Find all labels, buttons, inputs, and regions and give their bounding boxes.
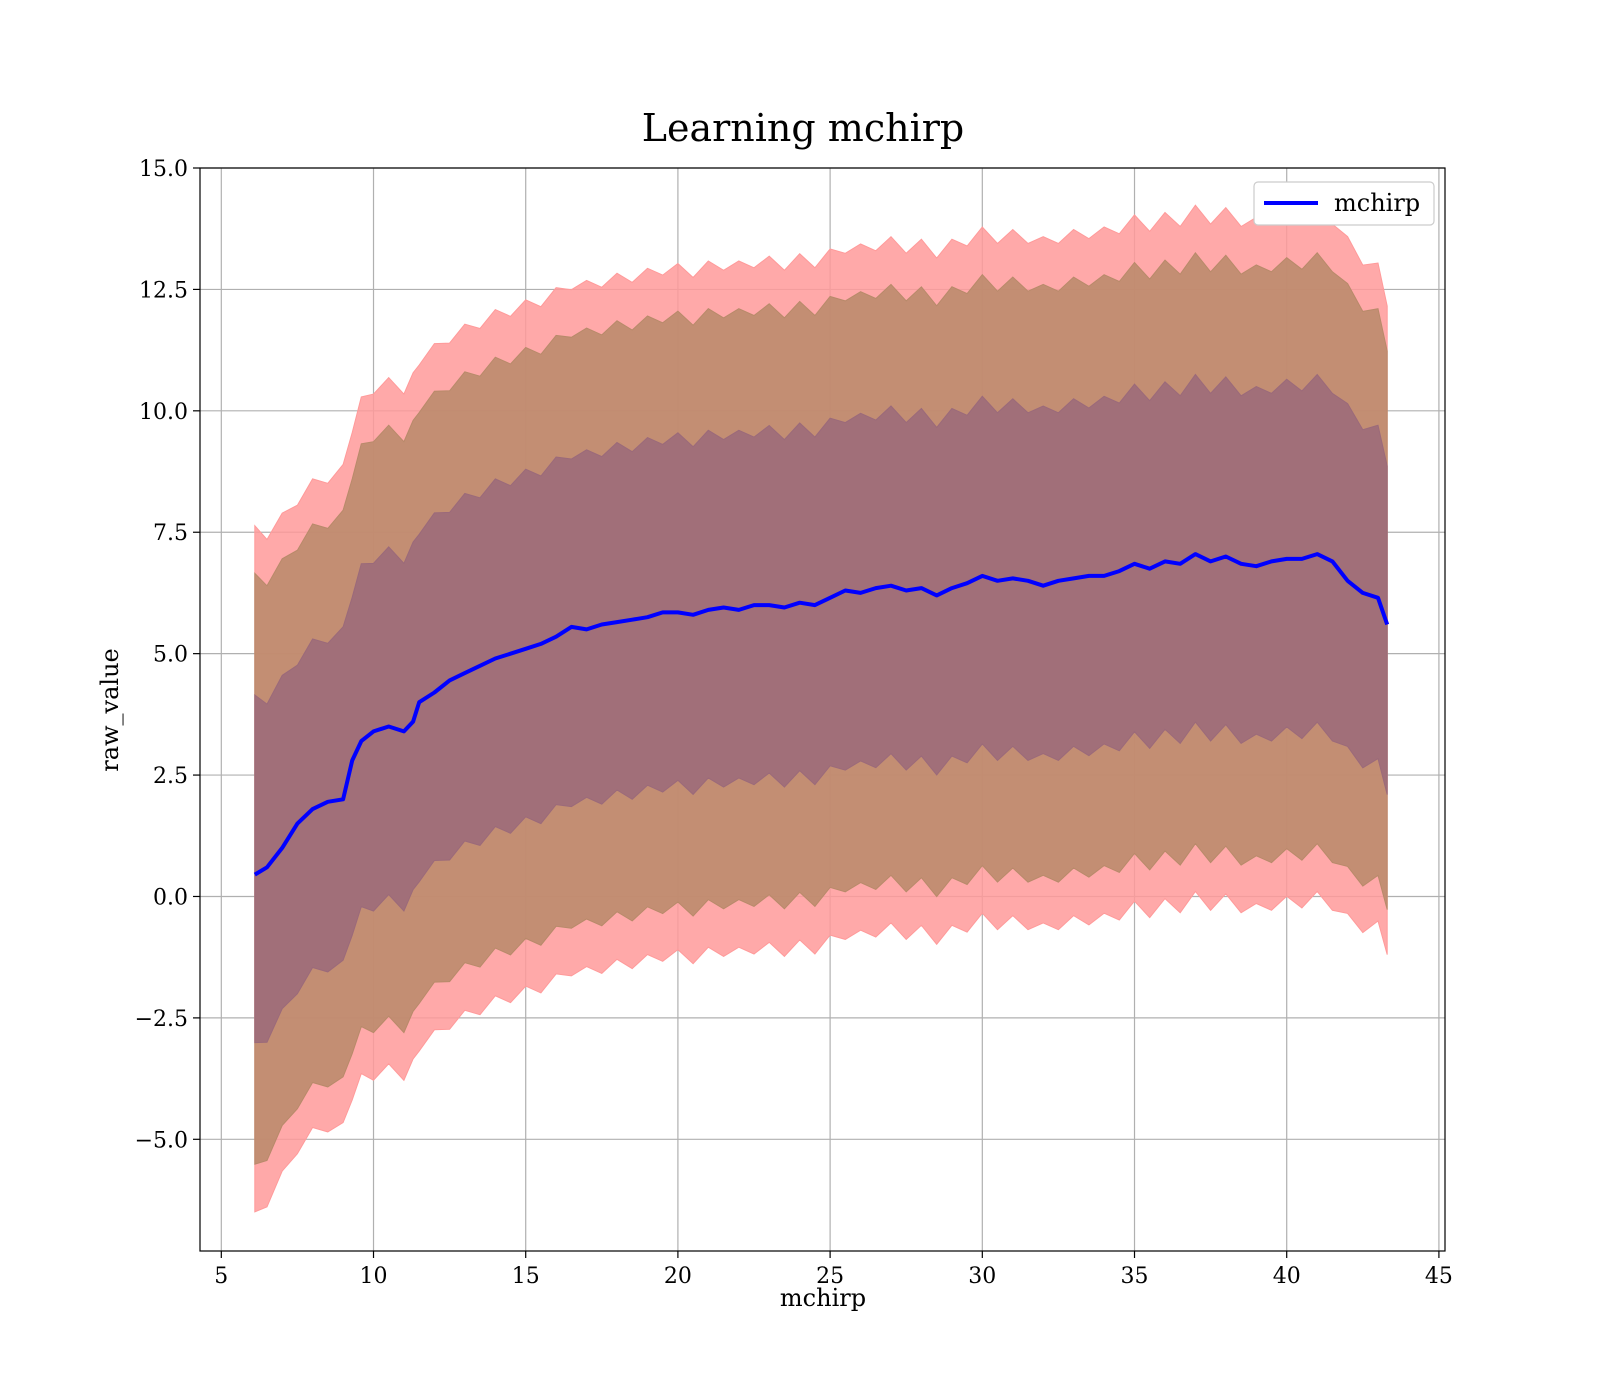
line-layer xyxy=(253,552,1390,877)
legend-box xyxy=(1253,181,1435,226)
y-tick-label: 15.0 xyxy=(139,157,188,182)
x-tick-label: 5 xyxy=(214,1264,228,1289)
band-layer xyxy=(254,204,1388,1213)
y-tick-label: 5.0 xyxy=(153,643,188,668)
plot-frame xyxy=(199,167,1446,1252)
y-tick-label: 2.5 xyxy=(153,764,188,789)
y-tick-label: 10.0 xyxy=(139,400,188,425)
x-tick-label: 25 xyxy=(816,1264,844,1289)
legend: mchirp xyxy=(1253,181,1435,226)
y-tick-label: −5.0 xyxy=(135,1128,188,1153)
y-tick-label: 0.0 xyxy=(153,885,188,910)
series-line-mchirp xyxy=(253,552,1390,877)
x-tick-label: 45 xyxy=(1425,1264,1453,1289)
y-tick-label: −2.5 xyxy=(135,1007,188,1032)
y-tick-label: 12.5 xyxy=(139,278,188,303)
x-tick-label: 30 xyxy=(968,1264,996,1289)
y-axis-label: raw_value xyxy=(96,648,124,772)
chart-title: Learning mchirp xyxy=(642,106,964,150)
x-tick-label: 35 xyxy=(1121,1264,1149,1289)
x-tick-label: 10 xyxy=(360,1264,388,1289)
band-1-sigma xyxy=(254,373,1388,1044)
y-tick-label: 7.5 xyxy=(153,521,188,546)
x-tick-label: 15 xyxy=(512,1264,540,1289)
x-tick-label: 20 xyxy=(664,1264,692,1289)
x-tick-label: 40 xyxy=(1273,1264,1301,1289)
x-axis-label: mchirp xyxy=(780,1284,866,1312)
legend-entry-mchirp: mchirp xyxy=(1334,189,1420,217)
x-axis: 5 10 15 20 25 30 35 40 45 xyxy=(214,1251,1453,1289)
y-axis: 15.0 12.5 10.0 7.5 5.0 2.5 0.0 −2.5 −5.0 xyxy=(135,157,200,1153)
